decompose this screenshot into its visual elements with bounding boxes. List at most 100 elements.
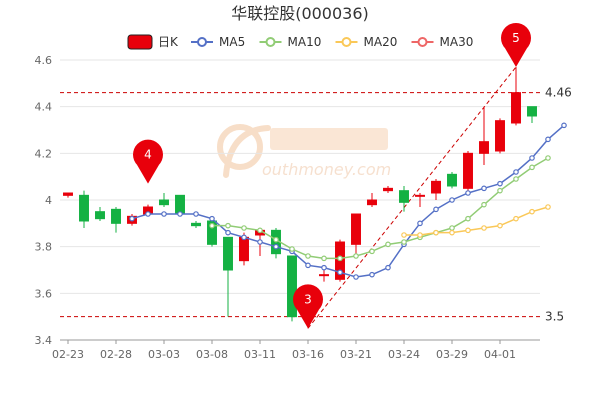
x-tick-label: 03-11 [244, 348, 276, 361]
candle [287, 255, 297, 322]
annotation-label: 5 [512, 31, 520, 45]
ma10-point [257, 227, 263, 234]
legend-label: MA30 [440, 35, 474, 49]
ma10-point [369, 248, 375, 255]
candle-body [431, 180, 441, 194]
y-tick-label: 3.4 [35, 334, 53, 347]
ma5-point [305, 262, 311, 269]
candle-body [479, 141, 489, 154]
ma5-point [225, 229, 231, 236]
ma10-point [241, 225, 247, 231]
candle-body [175, 194, 185, 215]
candle [415, 193, 425, 207]
watermark-logo: outhmoney.com [217, 124, 391, 179]
legend-item-ma30[interactable]: MA30 [411, 35, 474, 49]
ma10-point [481, 201, 487, 208]
ma5-point [481, 185, 487, 192]
candle [399, 186, 409, 212]
candle-body [111, 208, 121, 224]
candle [191, 221, 201, 228]
ma10-point [321, 255, 327, 262]
x-tick-label: 03-16 [292, 348, 324, 361]
legend-item-ma20[interactable]: MA20 [335, 35, 398, 49]
ma10-point [465, 215, 471, 222]
legend-candle-icon [127, 34, 153, 50]
legend-dot-icon [341, 37, 352, 47]
legend-label: MA10 [288, 35, 322, 49]
legend-item-ma5[interactable]: MA5 [191, 35, 245, 49]
ma5-point [209, 215, 215, 222]
candle [223, 236, 233, 317]
legend-dot-icon [197, 37, 207, 47]
candle [63, 192, 73, 198]
ma5-point [497, 180, 503, 187]
ma5-point [465, 190, 471, 196]
y-axis: 3.4 3.6 3.8 4 4.2 4.4 4.6 [35, 54, 53, 347]
y-tick-label: 4.6 [35, 54, 53, 67]
candle [431, 179, 441, 200]
y-tick-label: 4.2 [35, 147, 53, 160]
reference-lines: 4.46 3.5 [60, 86, 572, 324]
ma10-line [212, 157, 549, 260]
candle-body [527, 106, 537, 117]
chart-title: 华联控股(000036) [231, 4, 369, 23]
ma20-point [545, 204, 551, 210]
ma5-point [529, 155, 535, 161]
x-tick-label: 02-23 [52, 348, 84, 361]
annotation-pin: 5 [501, 23, 531, 67]
ma20-point [529, 208, 535, 215]
ma5-point [161, 211, 167, 217]
candle-body [463, 152, 473, 189]
legend-dot-icon [265, 37, 276, 47]
candle [95, 207, 105, 221]
ma5-point [273, 243, 279, 250]
x-tick-label: 03-03 [148, 348, 180, 361]
ma5-point [417, 220, 423, 227]
y-tick-label: 3.6 [35, 287, 53, 300]
ma20-point [433, 229, 439, 236]
x-tick-label: 03-24 [388, 348, 420, 361]
pin-head [293, 284, 323, 315]
ma20-line [404, 206, 549, 236]
chart-legend[interactable]: 日K MA5 MA10 MA20 MA30 [127, 34, 474, 50]
candle-body [223, 236, 233, 271]
annotation-label: 3 [304, 292, 312, 306]
pin-head [501, 23, 531, 53]
candle-body [287, 255, 297, 318]
candle-body [399, 190, 409, 203]
legend-label: 日K [158, 35, 179, 49]
ma5-point [241, 234, 247, 241]
legend-item-ma10[interactable]: MA10 [259, 35, 322, 49]
ma20-point [401, 232, 407, 238]
ma5-point [385, 264, 391, 271]
annotation-pin: 3 [293, 284, 323, 329]
pin-tail [137, 165, 159, 184]
ma5-point [177, 211, 183, 217]
candle [79, 190, 89, 228]
legend-dot-icon [417, 37, 428, 47]
ma5-point [129, 215, 135, 222]
ma5-line [131, 124, 565, 278]
ma10-point [209, 222, 215, 229]
ma10-point [497, 187, 503, 194]
candle-body [447, 173, 457, 187]
candle-body [191, 222, 201, 227]
candle-body [511, 92, 521, 124]
ma10-point [401, 239, 407, 245]
candle [447, 172, 457, 189]
candle [367, 193, 377, 207]
ma20-point [465, 227, 471, 234]
candle-body [319, 274, 329, 277]
ma5-point [433, 206, 439, 213]
legend-item-k[interactable]: 日K [127, 34, 179, 50]
candle [111, 207, 121, 233]
candle-body [159, 199, 169, 206]
candle [511, 67, 521, 126]
ma10-point [225, 222, 231, 229]
ma10-point [289, 246, 295, 252]
legend-label: MA5 [219, 35, 245, 49]
svg-text:outhmoney.com: outhmoney.com [262, 160, 391, 179]
candle [383, 186, 393, 193]
candle-body [415, 194, 425, 197]
ma10-point [449, 225, 455, 231]
